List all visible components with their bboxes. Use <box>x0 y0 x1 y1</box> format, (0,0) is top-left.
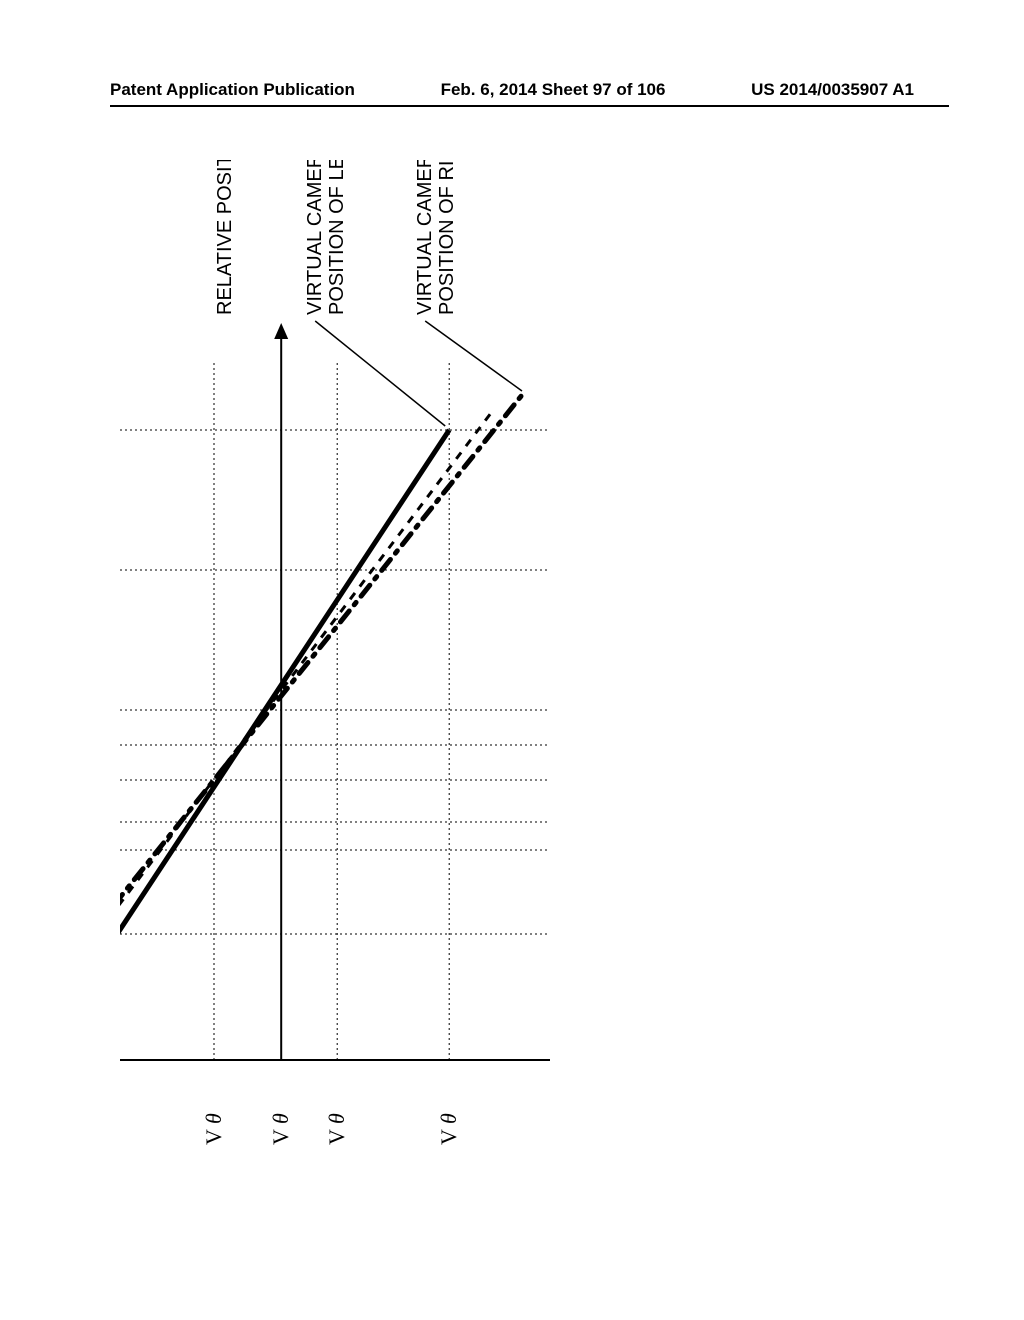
dashed-line <box>120 409 494 1046</box>
x-axis-label: RELATIVE POSITION VIEWING ANGLE <box>214 160 236 315</box>
left-eye-label: POSITION OF LEFT-EYE IMAGE DATA <box>326 160 348 315</box>
y-tick-label: V θ <box>324 1113 349 1145</box>
figure-container: FIG. 92θθθθθθθθV θV θV θV θV θVIRTUAL CA… <box>120 160 900 1220</box>
page-header: Patent Application Publication Feb. 6, 2… <box>0 80 1024 100</box>
figure-svg: FIG. 92θθθθθθθθV θV θV θV θV θVIRTUAL CA… <box>120 160 900 1220</box>
header-rule <box>110 105 949 107</box>
right-eye-line <box>120 395 522 1060</box>
y-tick-label: V θ <box>201 1113 226 1145</box>
header-left: Patent Application Publication <box>110 80 355 100</box>
y-tick-label: V θ <box>268 1113 293 1145</box>
header-center: Feb. 6, 2014 Sheet 97 of 106 <box>441 80 666 100</box>
right-eye-label: POSITION OF RIGHT-EYE IMAGE DATA <box>436 160 458 315</box>
right-eye-label: VIRTUAL CAMERA VIEWPOINT <box>414 160 436 315</box>
left-eye-label: VIRTUAL CAMERA VIEWPOINT <box>304 160 326 315</box>
left-eye-line <box>120 430 449 1025</box>
header-right: US 2014/0035907 A1 <box>751 80 914 100</box>
y-tick-label: V θ <box>436 1113 461 1145</box>
page: Patent Application Publication Feb. 6, 2… <box>0 0 1024 1320</box>
